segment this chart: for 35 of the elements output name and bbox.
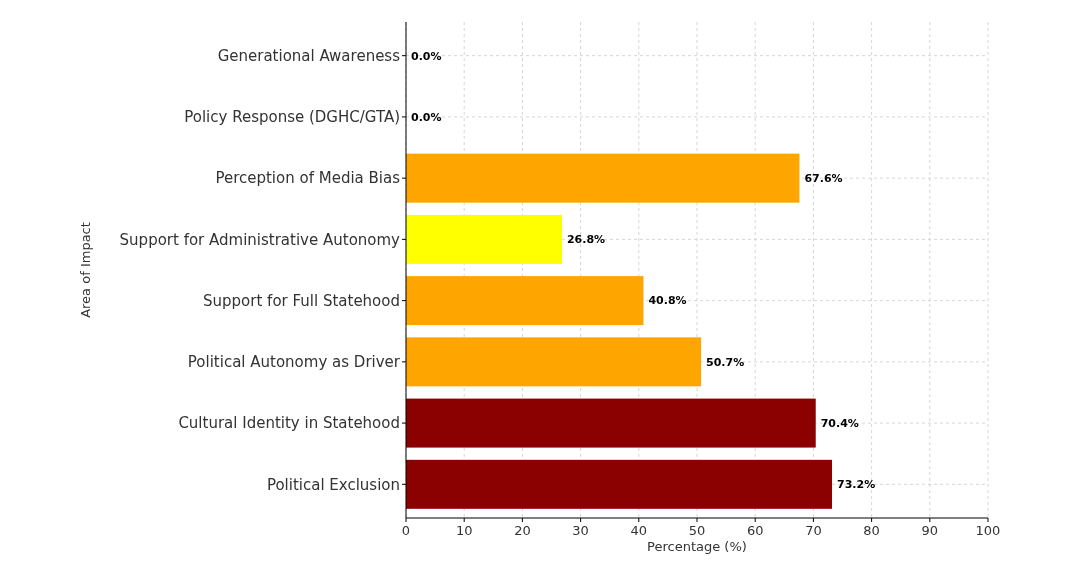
y-axis-title: Area of Impact — [78, 222, 93, 318]
bar — [406, 276, 644, 326]
x-tick-label: 80 — [863, 523, 880, 538]
bar — [406, 459, 833, 509]
x-tick-label: 60 — [746, 523, 764, 538]
bar — [406, 398, 816, 448]
y-tick-label: Cultural Identity in Statehood — [178, 414, 400, 433]
data-label: 0.0% — [411, 49, 442, 63]
data-label: 40.8% — [648, 294, 687, 308]
y-tick-label: Political Autonomy as Driver — [187, 353, 401, 372]
x-axis-title: Percentage (%) — [647, 539, 747, 554]
y-tick-label: Support for Administrative Autonomy — [119, 230, 401, 249]
bar — [406, 214, 562, 264]
y-tick-label: Perception of Media Bias — [215, 169, 401, 188]
bar — [406, 153, 800, 203]
data-label: 26.8% — [566, 233, 606, 247]
y-tick-label: Generational Awareness — [217, 46, 401, 65]
data-label: 50.7% — [706, 355, 745, 369]
x-tick-label: 20 — [514, 523, 531, 538]
data-label: 73.2% — [837, 478, 876, 492]
data-label: 67.6% — [804, 172, 843, 185]
y-tick-label: Political Exclusion — [266, 475, 400, 494]
x-tick-label: 90 — [921, 523, 939, 538]
x-tick-label: 30 — [572, 523, 589, 538]
y-tick-label: Policy Response (DGHC/GTA) — [184, 108, 400, 127]
x-tick-label: 50 — [688, 523, 706, 538]
x-tick-label: 0 — [401, 523, 411, 538]
x-tick-label: 10 — [455, 523, 473, 538]
data-label: 70.4% — [820, 416, 859, 430]
x-tick-label: 70 — [805, 523, 822, 538]
bar — [406, 337, 702, 387]
x-tick-label: 40 — [630, 523, 648, 538]
data-label: 0.0% — [411, 110, 442, 124]
y-tick-label: Support for Full Statehood — [203, 291, 400, 310]
x-tick-label: 100 — [975, 523, 1001, 538]
